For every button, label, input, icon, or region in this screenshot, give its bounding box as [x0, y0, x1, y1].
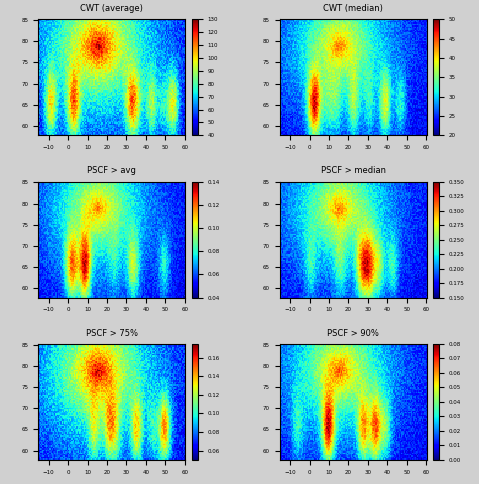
Title: PSCF > 90%: PSCF > 90% — [327, 329, 379, 337]
Title: PSCF > median: PSCF > median — [321, 166, 386, 175]
Title: PSCF > avg: PSCF > avg — [88, 166, 137, 175]
Title: CWT (average): CWT (average) — [80, 4, 143, 13]
Title: CWT (median): CWT (median) — [323, 4, 383, 13]
Title: PSCF > 75%: PSCF > 75% — [86, 329, 138, 337]
